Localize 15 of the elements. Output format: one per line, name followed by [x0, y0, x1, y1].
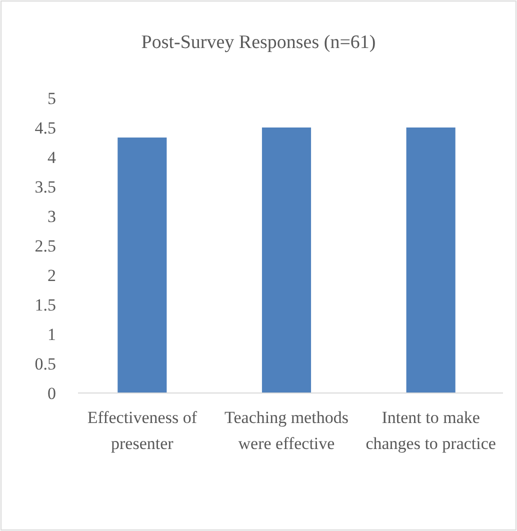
x-tick-label: Intent to make changes to practice — [366, 408, 496, 453]
y-tick-label: 0.5 — [34, 354, 56, 374]
y-tick-label: 2 — [48, 266, 56, 285]
x-tick-label: Effectiveness of presenter — [87, 408, 198, 453]
y-tick-label: 0 — [48, 384, 56, 403]
x-tick-label: Teaching methods were effective — [224, 408, 348, 453]
chart-title: Post-Survey Responses (n=61) — [141, 32, 376, 53]
y-tick-label: 4.5 — [34, 118, 56, 138]
y-tick-label: 4 — [48, 148, 56, 167]
y-tick-label: 3 — [48, 206, 56, 226]
y-tick-label: 3.5 — [34, 177, 56, 196]
y-tick-label: 5 — [48, 88, 56, 108]
y-tick-label: 2.5 — [34, 236, 56, 256]
y-tick-label: 1.5 — [34, 295, 56, 314]
y-tick-label: 1 — [48, 324, 56, 344]
